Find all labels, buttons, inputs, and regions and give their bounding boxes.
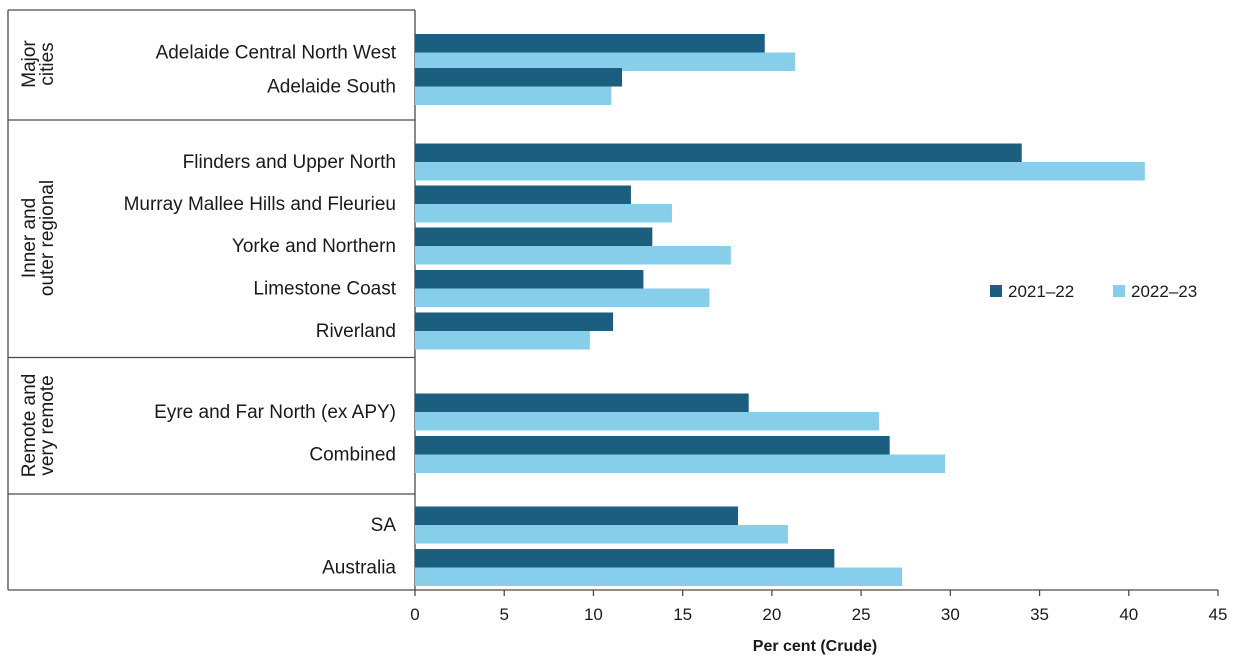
bar-combined-2022-23 (415, 454, 945, 473)
bar-adelaide-south-2022-23 (415, 86, 612, 105)
legend-label-2022-23: 2022–23 (1131, 282, 1197, 301)
group-label-inner-and-outer-regional: Inner andouter regional (19, 180, 58, 296)
bar-limestone-coast-2021-22 (415, 270, 644, 289)
group-label-line: cities (37, 42, 58, 85)
group-label-line: very remote (37, 375, 58, 475)
group-labels: Majorcities Inner andouter regional Remote… (19, 40, 58, 478)
x-tick-label-0: 0 (410, 605, 419, 624)
group-label-line: Remote and (19, 374, 40, 478)
x-tick-label-5: 5 (499, 605, 508, 624)
bar-eyre-and-far-north-ex-apy-2021-22 (415, 393, 749, 412)
category-label-adelaide-central-north-west: Adelaide Central North West (156, 43, 397, 64)
bars (415, 34, 1145, 586)
bar-adelaide-south-2021-22 (415, 68, 622, 87)
bar-adelaide-central-north-west-2022-23 (415, 52, 796, 71)
legend-swatch-2021-22 (990, 285, 1002, 297)
category-label-adelaide-south: Adelaide South (267, 77, 396, 98)
bar-combined-2021-22 (415, 436, 890, 455)
group-label-line: Major (19, 40, 40, 88)
bar-murray-mallee-hills-and-fleurieu-2022-23 (415, 204, 672, 223)
category-label-riverland: Riverland (316, 321, 396, 342)
category-label-eyre-and-far-north-ex-apy: Eyre and Far North (ex APY) (154, 402, 396, 423)
bar-yorke-and-northern-2022-23 (415, 246, 731, 265)
bar-australia-2021-22 (415, 549, 835, 568)
category-label-combined: Combined (309, 445, 396, 466)
x-tick-label-35: 35 (1030, 605, 1049, 624)
bar-flinders-and-upper-north-2022-23 (415, 162, 1145, 181)
category-label-limestone-coast: Limestone Coast (253, 279, 396, 300)
bar-yorke-and-northern-2021-22 (415, 227, 653, 246)
category-label-sa: SA (371, 515, 397, 536)
legend: 2021–22 2022–23 (990, 282, 1197, 301)
x-tick-label-20: 20 (762, 605, 781, 624)
category-label-flinders-and-upper-north: Flinders and Upper North (183, 152, 396, 173)
x-tick-label-45: 45 (1209, 605, 1228, 624)
x-tick-label-15: 15 (673, 605, 692, 624)
x-tick-label-40: 40 (1119, 605, 1138, 624)
x-tick-label-30: 30 (941, 605, 960, 624)
bar-adelaide-central-north-west-2021-22 (415, 34, 765, 53)
group-label-line: outer regional (37, 180, 58, 296)
category-label-yorke-and-northern: Yorke and Northern (232, 236, 396, 257)
bar-sa-2021-22 (415, 506, 738, 525)
bar-riverland-2022-23 (415, 331, 590, 350)
bar-sa-2022-23 (415, 525, 788, 544)
x-axis: 0 5 10 15 20 25 30 35 40 45 (8, 589, 1228, 624)
category-label-murray-mallee-hills-and-fleurieu: Murray Mallee Hills and Fleurieu (124, 194, 396, 215)
bar-australia-2022-23 (415, 567, 903, 586)
legend-label-2021-22: 2021–22 (1008, 282, 1074, 301)
x-axis-title: Per cent (Crude) (753, 638, 877, 655)
group-label-major-cities: Majorcities (19, 40, 58, 88)
x-tick-label-10: 10 (584, 605, 603, 624)
bar-flinders-and-upper-north-2021-22 (415, 143, 1022, 162)
bar-eyre-and-far-north-ex-apy-2022-23 (415, 412, 879, 431)
bar-riverland-2021-22 (415, 312, 614, 331)
legend-swatch-2022-23 (1113, 285, 1125, 297)
category-labels: Adelaide Central North West Adelaide Sout… (124, 43, 397, 579)
group-label-line: Inner and (19, 198, 40, 278)
bar-limestone-coast-2022-23 (415, 288, 710, 307)
x-tick-label-25: 25 (852, 605, 871, 624)
group-label-remote-and-very-remote: Remote andvery remote (19, 374, 58, 478)
category-label-australia: Australia (322, 558, 396, 579)
bar-murray-mallee-hills-and-fleurieu-2021-22 (415, 185, 631, 204)
